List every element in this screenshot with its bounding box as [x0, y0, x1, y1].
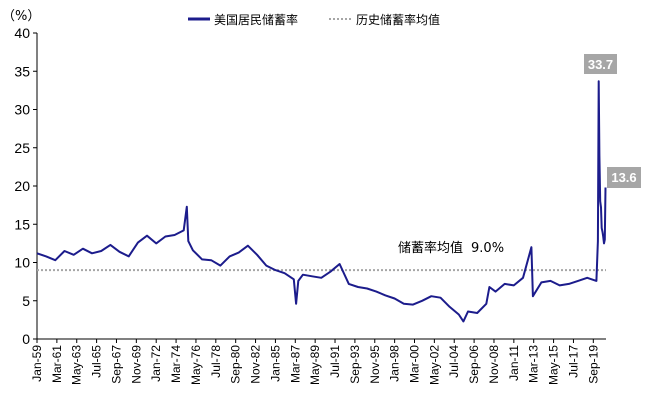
y-tick-label: 5	[22, 293, 30, 309]
x-tick-label: Jan-98	[388, 345, 402, 382]
y-tick-label: 35	[14, 63, 30, 79]
x-tick-label: Mar-74	[169, 345, 183, 383]
x-tick-label: May-76	[189, 345, 203, 385]
x-tick-label: Sep-06	[467, 345, 481, 384]
x-tick-label: Jan-59	[30, 345, 44, 382]
x-tick-label: Nov-82	[249, 345, 263, 384]
average-annotation-value: 9.0%	[471, 241, 504, 256]
x-tick-label: Nov-08	[487, 345, 501, 384]
last-value-callout-box	[607, 167, 641, 188]
chart-legend: 美国居民储蓄率 历史储蓄率均值	[188, 12, 440, 27]
x-tick-label: Jul-78	[209, 345, 223, 378]
last-value-callout-label: 13.6	[611, 170, 636, 185]
y-tick-label: 0	[22, 331, 30, 347]
savings-rate-line	[36, 80, 607, 323]
x-tick-label: Jul-04	[447, 345, 461, 378]
x-tick-label: May-15	[547, 345, 561, 385]
y-axis: 0 5 10 15 20 25 30 35 40	[14, 25, 38, 347]
x-tick-label: Mar-61	[50, 345, 64, 383]
y-tick-label: 10	[14, 255, 30, 271]
y-tick-label: 30	[14, 102, 30, 118]
x-tick-label: May-89	[308, 345, 322, 385]
x-tick-label: Jan-85	[268, 345, 282, 382]
y-tick-label: 20	[14, 178, 30, 194]
x-axis: Jan-59 Mar-61 May-63 Jul-65 Sep-67 Nov-69 Jan-…	[30, 338, 606, 385]
average-annotation-text: 储蓄率均值	[398, 240, 463, 256]
x-tick-label: May-63	[70, 345, 84, 385]
x-tick-label: Sep-67	[109, 345, 123, 384]
y-tick-label: 25	[14, 140, 30, 156]
x-tick-label: May-02	[427, 345, 441, 385]
x-tick-label: Mar-00	[407, 345, 421, 383]
peak-callout: 33.7	[584, 54, 617, 74]
x-tick-label: Mar-13	[527, 345, 541, 383]
x-tick-label: Jan-11	[507, 345, 521, 381]
average-annotation-label: 储蓄率均值 9.0%	[398, 240, 504, 256]
legend-label-savings-rate: 美国居民储蓄率	[214, 12, 298, 27]
x-tick-label: Sep-93	[348, 345, 362, 384]
y-tick-label: 40	[14, 25, 30, 41]
x-tick-label: Nov-69	[129, 345, 143, 384]
x-tick-label: Jul-91	[328, 345, 342, 378]
x-tick-label: Sep-19	[586, 345, 600, 384]
x-tick-label: Mar-87	[288, 345, 302, 383]
x-tick-label: Jan-72	[149, 345, 163, 382]
x-tick-label: Nov-95	[368, 345, 382, 384]
x-tick-label: Sep-80	[229, 345, 243, 384]
y-tick-label: 15	[14, 216, 30, 232]
x-tick-label: Jul-17	[566, 345, 580, 378]
x-tick-label: Jul-65	[90, 345, 104, 378]
legend-label-average: 历史储蓄率均值	[356, 12, 440, 27]
last-value-callout: 13.6	[607, 167, 641, 188]
peak-callout-box	[584, 54, 617, 74]
y-axis-unit-label: （%）	[2, 9, 40, 24]
peak-callout-label: 33.7	[588, 57, 613, 72]
